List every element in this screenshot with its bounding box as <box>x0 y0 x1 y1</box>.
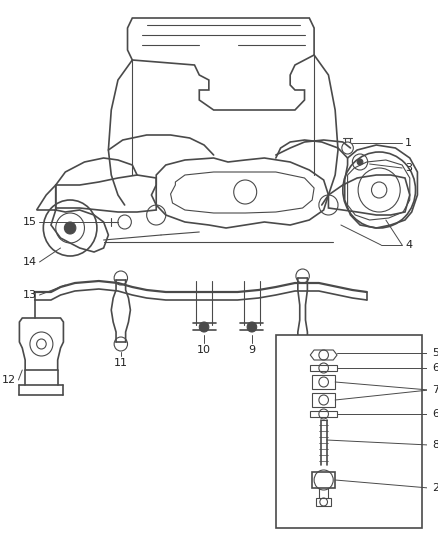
Bar <box>276 335 422 528</box>
Circle shape <box>357 159 363 165</box>
Circle shape <box>64 222 76 234</box>
Circle shape <box>247 322 257 332</box>
Text: 2: 2 <box>432 483 438 493</box>
Text: 11: 11 <box>114 358 128 368</box>
Text: 4: 4 <box>405 240 412 250</box>
Text: 14: 14 <box>22 257 37 267</box>
Text: 7: 7 <box>432 385 438 395</box>
Bar <box>312 393 335 407</box>
Text: 9: 9 <box>248 345 255 355</box>
Text: 10: 10 <box>197 345 211 355</box>
Text: 13: 13 <box>23 290 37 300</box>
Text: 8: 8 <box>432 440 438 450</box>
Bar <box>312 375 335 389</box>
Text: 3: 3 <box>405 163 412 173</box>
Text: 6: 6 <box>432 363 438 373</box>
Circle shape <box>199 322 209 332</box>
Text: 15: 15 <box>23 217 37 227</box>
Bar <box>310 365 337 371</box>
Bar <box>316 498 331 506</box>
Text: 6: 6 <box>432 409 438 419</box>
Bar <box>312 472 335 488</box>
Text: 1: 1 <box>405 138 412 148</box>
Bar <box>310 411 337 417</box>
Text: 5: 5 <box>432 348 438 358</box>
Text: 12: 12 <box>1 375 16 385</box>
